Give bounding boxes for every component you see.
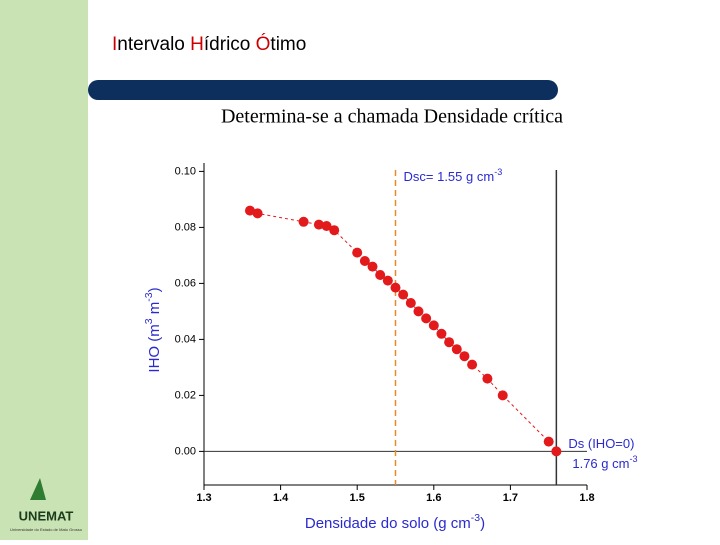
- label-part: ): [146, 287, 163, 292]
- header-bar: [88, 80, 558, 100]
- point: [543, 436, 554, 447]
- point: [421, 313, 432, 324]
- x-tick-label: 1.8: [579, 492, 594, 504]
- label-part: ): [480, 515, 485, 532]
- point: [405, 298, 416, 308]
- x-tick-label: 1.3: [196, 492, 211, 504]
- point: [390, 282, 401, 293]
- point: [413, 306, 424, 317]
- title-part: I: [112, 34, 117, 55]
- point: [359, 256, 370, 266]
- point: [459, 351, 470, 362]
- point: [428, 320, 439, 331]
- chart: 0.00 0.02 0.04 0.06 0.08 0.10 1.3 1.4 1.5 1.6 1.7 1…: [143, 163, 638, 532]
- label-part: IHO (m: [146, 324, 163, 372]
- title-part: ídrico: [204, 34, 256, 55]
- annotation: 1.76 g cm-3: [572, 454, 637, 471]
- superscript: -3: [471, 512, 480, 524]
- point: [451, 344, 462, 355]
- point: [352, 247, 363, 258]
- slide-subtitle: Determina-se a chamada Densidade crítica: [221, 106, 563, 128]
- x-tick-label: 1.4: [273, 492, 289, 504]
- point: [321, 221, 332, 231]
- superscript: -3: [143, 292, 155, 301]
- y-tick-label: 0.02: [175, 389, 196, 401]
- point: [444, 337, 455, 348]
- logo-mark: [30, 478, 46, 500]
- superscript: -3: [494, 167, 502, 177]
- label-part: 1.76 g cm: [572, 456, 629, 471]
- logo-name: UNEMAT: [19, 508, 74, 523]
- x-tick-label: 1.5: [350, 492, 365, 504]
- point: [313, 219, 324, 230]
- y-tick-label: 0.06: [175, 277, 196, 289]
- title-part: Ó: [256, 33, 271, 55]
- y-tick-label: 0.04: [175, 333, 196, 345]
- slide-title: Intervalo Hídrico Ótimo: [112, 33, 306, 55]
- label-part: Densidade do solo (g cm: [305, 515, 471, 532]
- point: [467, 359, 478, 370]
- x-tick-label: 1.6: [426, 492, 441, 504]
- title-part: timo: [270, 34, 306, 55]
- annotation: Ds (IHO=0): [568, 436, 634, 451]
- y-tick-label: 0.08: [175, 221, 196, 233]
- annotation: Dsc= 1.55 g cm-3: [404, 167, 503, 184]
- side-band: [0, 0, 88, 540]
- y-axis-title: IHO (m3 m-3): [143, 287, 163, 372]
- point: [382, 275, 393, 286]
- label-part: Ds (IHO=0): [568, 436, 634, 451]
- logo-caption: Universidade do Estado de Mato Grosso: [10, 527, 83, 532]
- x-axis-title: Densidade do solo (g cm-3): [305, 512, 485, 532]
- point: [482, 373, 493, 384]
- point: [329, 225, 340, 236]
- point: [252, 208, 263, 219]
- label-part: m: [146, 302, 163, 319]
- label-part: Dsc= 1.55 g cm: [404, 169, 495, 184]
- point: [436, 328, 447, 339]
- superscript: 3: [143, 318, 155, 324]
- superscript: -3: [629, 454, 637, 464]
- x-tick-label: 1.7: [503, 492, 518, 504]
- logo: UNEMAT Universidade do Estado de Mato Gr…: [10, 478, 83, 532]
- point: [244, 205, 255, 216]
- y-tick-label: 0.00: [175, 445, 196, 457]
- title-part: H: [190, 34, 204, 55]
- point: [497, 390, 508, 401]
- point: [398, 289, 409, 300]
- title-part: ntervalo: [117, 34, 190, 55]
- point: [367, 261, 378, 272]
- point: [375, 270, 386, 280]
- point: [551, 446, 562, 457]
- trend-line: [249, 210, 557, 452]
- y-tick-label: 0.10: [175, 165, 196, 177]
- point: [298, 216, 309, 227]
